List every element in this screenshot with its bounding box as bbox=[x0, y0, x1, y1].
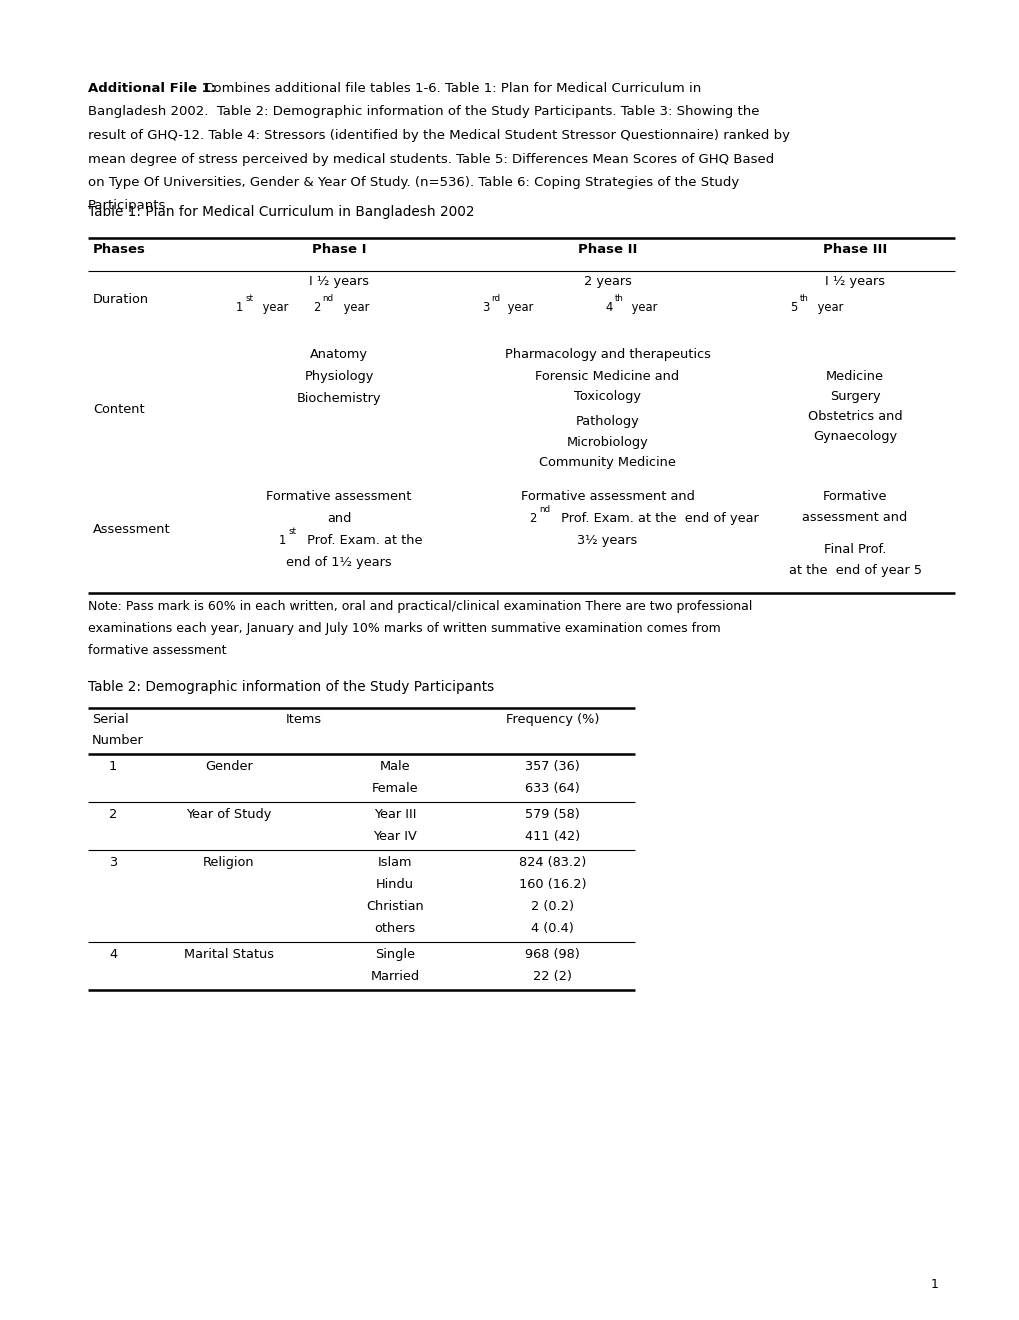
Text: Male: Male bbox=[379, 760, 410, 774]
Text: th: th bbox=[613, 294, 623, 304]
Text: 2 (0.2): 2 (0.2) bbox=[531, 900, 574, 913]
Text: Religion: Religion bbox=[203, 855, 255, 869]
Text: Anatomy: Anatomy bbox=[310, 348, 368, 360]
Text: Single: Single bbox=[375, 948, 415, 961]
Text: th: th bbox=[799, 294, 808, 304]
Text: Physiology: Physiology bbox=[304, 370, 373, 383]
Text: Community Medicine: Community Medicine bbox=[538, 455, 676, 469]
Text: Gynaecology: Gynaecology bbox=[812, 430, 896, 444]
Text: 2: 2 bbox=[109, 808, 117, 821]
Text: formative assessment: formative assessment bbox=[88, 644, 226, 657]
Text: Gender: Gender bbox=[205, 760, 253, 774]
Text: assessment and: assessment and bbox=[802, 511, 907, 524]
Text: 2: 2 bbox=[529, 512, 536, 525]
Text: on Type Of Universities, Gender & Year Of Study. (n=536). Table 6: Coping Strate: on Type Of Universities, Gender & Year O… bbox=[88, 176, 739, 189]
Text: Toxicology: Toxicology bbox=[574, 389, 640, 403]
Text: mean degree of stress perceived by medical students. Table 5: Differences Mean S: mean degree of stress perceived by medic… bbox=[88, 153, 773, 165]
Text: Female: Female bbox=[371, 781, 418, 795]
Text: Duration: Duration bbox=[93, 293, 149, 306]
Text: Formative: Formative bbox=[822, 490, 887, 503]
Text: Participants.: Participants. bbox=[88, 199, 170, 213]
Text: others: others bbox=[374, 921, 415, 935]
Text: Year IV: Year IV bbox=[373, 830, 417, 843]
Text: Year of Study: Year of Study bbox=[186, 808, 271, 821]
Text: examinations each year, January and July 10% marks of written summative examinat: examinations each year, January and July… bbox=[88, 622, 720, 635]
Text: year: year bbox=[339, 301, 369, 314]
Text: end of 1½ years: end of 1½ years bbox=[286, 556, 391, 569]
Text: Formative assessment and: Formative assessment and bbox=[520, 490, 694, 503]
Text: Items: Items bbox=[285, 713, 322, 726]
Text: Year III: Year III bbox=[373, 808, 416, 821]
Text: 411 (42): 411 (42) bbox=[525, 830, 580, 843]
Text: 160 (16.2): 160 (16.2) bbox=[519, 878, 586, 891]
Text: Additional File 1:: Additional File 1: bbox=[88, 82, 216, 95]
Text: Forensic Medicine and: Forensic Medicine and bbox=[535, 370, 679, 383]
Text: 357 (36): 357 (36) bbox=[525, 760, 580, 774]
Text: Combines additional file tables 1-6. Table 1: Plan for Medical Curriculum in: Combines additional file tables 1-6. Tab… bbox=[200, 82, 700, 95]
Text: Obstetrics and: Obstetrics and bbox=[807, 411, 902, 422]
Text: rd: rd bbox=[491, 294, 500, 304]
Text: 4: 4 bbox=[604, 301, 611, 314]
Text: Medicine: Medicine bbox=[825, 370, 883, 383]
Text: 3½ years: 3½ years bbox=[577, 535, 637, 546]
Text: Pharmacology and therapeutics: Pharmacology and therapeutics bbox=[504, 348, 710, 360]
Text: Phase II: Phase II bbox=[577, 243, 637, 256]
Text: Assessment: Assessment bbox=[93, 523, 170, 536]
Text: 4: 4 bbox=[109, 948, 117, 961]
Text: Table 2: Demographic information of the Study Participants: Table 2: Demographic information of the … bbox=[88, 680, 494, 694]
Text: Bangladesh 2002.  Table 2: Demographic information of the Study Participants. Ta: Bangladesh 2002. Table 2: Demographic in… bbox=[88, 106, 759, 119]
Text: Pathology: Pathology bbox=[575, 414, 639, 428]
Text: year: year bbox=[258, 301, 287, 314]
Text: Marital Status: Marital Status bbox=[183, 948, 274, 961]
Text: 5: 5 bbox=[790, 301, 797, 314]
Text: 824 (83.2): 824 (83.2) bbox=[519, 855, 586, 869]
Text: 1: 1 bbox=[930, 1278, 938, 1291]
Text: Final Prof.: Final Prof. bbox=[823, 543, 886, 556]
Text: year: year bbox=[504, 301, 533, 314]
Text: result of GHQ-12. Table 4: Stressors (identified by the Medical Student Stressor: result of GHQ-12. Table 4: Stressors (id… bbox=[88, 129, 790, 143]
Text: Microbiology: Microbiology bbox=[567, 436, 648, 449]
Text: st: st bbox=[246, 294, 254, 304]
Text: 1: 1 bbox=[279, 535, 286, 546]
Text: Phases: Phases bbox=[93, 243, 146, 256]
Text: nd: nd bbox=[538, 506, 549, 513]
Text: Note: Pass mark is 60% in each written, oral and practical/clinical examination : Note: Pass mark is 60% in each written, … bbox=[88, 601, 752, 612]
Text: and: and bbox=[326, 512, 351, 525]
Text: Islam: Islam bbox=[377, 855, 412, 869]
Text: Phase III: Phase III bbox=[822, 243, 887, 256]
Text: 3: 3 bbox=[482, 301, 489, 314]
Text: Formative assessment: Formative assessment bbox=[266, 490, 412, 503]
Text: 1: 1 bbox=[109, 760, 117, 774]
Text: I ½ years: I ½ years bbox=[309, 275, 369, 288]
Text: Number: Number bbox=[92, 734, 144, 747]
Text: 1: 1 bbox=[235, 301, 243, 314]
Text: I ½ years: I ½ years bbox=[824, 275, 884, 288]
Text: Christian: Christian bbox=[366, 900, 424, 913]
Text: Serial: Serial bbox=[92, 713, 128, 726]
Text: Prof. Exam. at the: Prof. Exam. at the bbox=[304, 535, 423, 546]
Text: 633 (64): 633 (64) bbox=[525, 781, 580, 795]
Text: year: year bbox=[814, 301, 843, 314]
Text: Phase I: Phase I bbox=[312, 243, 366, 256]
Text: Married: Married bbox=[370, 970, 419, 983]
Text: Surgery: Surgery bbox=[828, 389, 879, 403]
Text: at the  end of year 5: at the end of year 5 bbox=[788, 564, 920, 577]
Text: 22 (2): 22 (2) bbox=[533, 970, 572, 983]
Text: Prof. Exam. at the  end of year: Prof. Exam. at the end of year bbox=[556, 512, 758, 525]
Text: 2 years: 2 years bbox=[583, 275, 631, 288]
Text: st: st bbox=[288, 527, 297, 536]
Text: 2: 2 bbox=[313, 301, 320, 314]
Text: nd: nd bbox=[322, 294, 333, 304]
Text: 968 (98): 968 (98) bbox=[525, 948, 580, 961]
Text: Table 1: Plan for Medical Curriculum in Bangladesh 2002: Table 1: Plan for Medical Curriculum in … bbox=[88, 205, 474, 219]
Text: Hindu: Hindu bbox=[376, 878, 414, 891]
Text: 579 (58): 579 (58) bbox=[525, 808, 580, 821]
Text: 4 (0.4): 4 (0.4) bbox=[531, 921, 574, 935]
Text: 3: 3 bbox=[109, 855, 117, 869]
Text: Content: Content bbox=[93, 403, 145, 416]
Text: year: year bbox=[627, 301, 656, 314]
Text: Biochemistry: Biochemistry bbox=[297, 392, 381, 405]
Text: Frequency (%): Frequency (%) bbox=[505, 713, 599, 726]
